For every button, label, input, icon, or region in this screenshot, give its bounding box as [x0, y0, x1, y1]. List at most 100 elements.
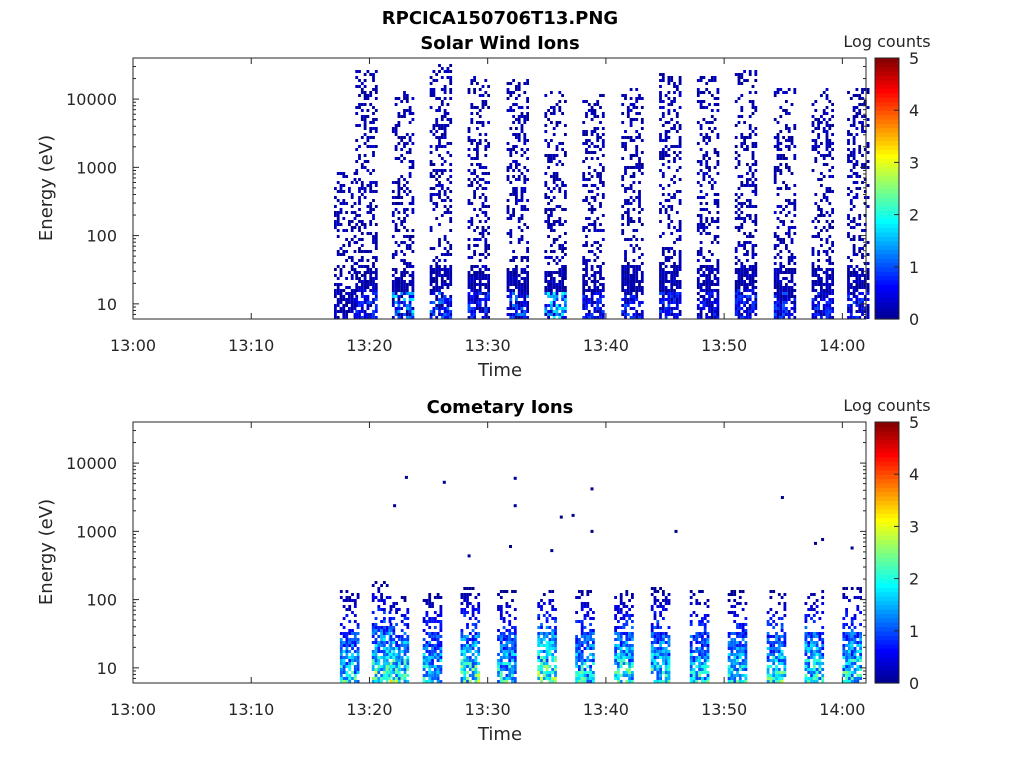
- spectrogram-cell: [512, 316, 515, 319]
- spectrogram-cell: [526, 304, 529, 307]
- spectrogram-cell: [708, 223, 711, 226]
- spectrogram-cell: [369, 94, 373, 97]
- spectrogram-cell: [593, 184, 597, 187]
- spectrogram-cell: [626, 220, 630, 223]
- spectrogram-cell: [558, 235, 562, 238]
- spectrogram-cell: [369, 304, 373, 307]
- spectrogram-cell: [372, 289, 375, 292]
- spectrogram-cell: [526, 280, 529, 283]
- spectrogram-cell: [520, 259, 524, 262]
- spectrogram-cell: [526, 241, 529, 244]
- spectrogram-cell: [590, 295, 594, 298]
- spectrogram-cell: [561, 283, 564, 286]
- spectrogram-cell: [435, 304, 439, 307]
- spectrogram-cell: [661, 175, 665, 178]
- spectrogram-cell: [397, 665, 401, 668]
- spectrogram-cell: [773, 235, 777, 238]
- spectrogram-cell: [555, 175, 559, 178]
- spectrogram-cell: [673, 298, 676, 301]
- spectrogram-cell: [555, 121, 559, 124]
- spectrogram-cell: [435, 145, 439, 148]
- spectrogram-cell: [621, 94, 625, 97]
- spectrogram-cell: [397, 310, 401, 313]
- spectrogram-cell: [661, 154, 665, 157]
- spectrogram-cell: [748, 268, 752, 271]
- spectrogram-cell: [523, 280, 527, 283]
- spectrogram-cell: [400, 295, 404, 298]
- spectrogram-cell: [397, 653, 401, 656]
- spectrogram-cell: [360, 295, 364, 298]
- spectrogram-cell: [374, 298, 378, 301]
- spectrogram-cell: [754, 205, 758, 208]
- spectrogram-cell: [353, 316, 357, 319]
- spectrogram-cell: [473, 76, 476, 79]
- spectrogram-cell: [374, 662, 378, 665]
- spectrogram-cell: [345, 316, 348, 319]
- spectrogram-cell: [411, 280, 415, 283]
- spectrogram-cell: [580, 644, 584, 647]
- spectrogram-cell: [523, 82, 527, 85]
- spectrogram-cell: [737, 73, 741, 76]
- spectrogram-cell: [737, 259, 741, 262]
- spectrogram-cell: [737, 187, 741, 190]
- spectrogram-cell: [737, 289, 741, 292]
- spectrogram-cell: [558, 160, 562, 163]
- spectrogram-cell: [587, 208, 591, 211]
- spectrogram-cell: [380, 626, 383, 629]
- spectrogram-cell: [400, 187, 404, 190]
- spectrogram-cell: [435, 265, 439, 268]
- spectrogram-cell: [582, 286, 586, 289]
- spectrogram-cell: [513, 653, 517, 656]
- spectrogram-cell: [449, 247, 453, 250]
- spectrogram-cell: [849, 265, 853, 268]
- spectrogram-cell: [661, 250, 665, 253]
- spectrogram-cell: [473, 316, 476, 319]
- spectrogram-cell: [468, 656, 472, 659]
- spectrogram-cell: [550, 154, 553, 157]
- spectrogram-cell: [408, 244, 412, 247]
- spectrogram-cell: [342, 304, 346, 307]
- spectrogram-cell: [561, 94, 564, 97]
- spectrogram-cell: [383, 608, 386, 611]
- spectrogram-cell: [356, 656, 360, 659]
- spectrogram-cell: [405, 262, 409, 265]
- spectrogram-cell: [787, 145, 791, 148]
- spectrogram-cell: [443, 91, 447, 94]
- spectrogram-cell: [449, 220, 453, 223]
- spectrogram-cell: [785, 244, 788, 247]
- spectrogram-cell: [339, 671, 343, 674]
- spectrogram-cell: [471, 614, 475, 617]
- spectrogram-cell: [397, 97, 401, 100]
- spectrogram-cell: [403, 259, 406, 262]
- spectrogram-cell: [740, 307, 744, 310]
- spectrogram-cell: [473, 169, 476, 172]
- spectrogram-cell: [443, 280, 447, 283]
- spectrogram-cell: [463, 671, 467, 674]
- spectrogram-cell: [696, 142, 700, 145]
- spectrogram-cell: [734, 286, 738, 289]
- spectrogram-cell: [638, 313, 641, 316]
- spectrogram-cell: [467, 148, 471, 151]
- spectrogram-cell: [355, 139, 359, 142]
- spectrogram-cell: [400, 620, 404, 623]
- spectrogram-cell: [537, 671, 541, 674]
- spectrogram-cell: [667, 301, 671, 304]
- spectrogram-cell: [710, 187, 714, 190]
- spectrogram-cell: [446, 70, 450, 73]
- spectrogram-cell: [389, 671, 393, 674]
- spectrogram-cell: [436, 614, 440, 617]
- spectrogram-cell: [670, 274, 674, 277]
- colorbar-segment: [875, 171, 899, 177]
- spectrogram-cell: [544, 256, 548, 259]
- spectrogram-cell: [849, 154, 853, 157]
- spectrogram-cell: [395, 671, 398, 674]
- spectrogram-cell: [831, 115, 834, 118]
- spectrogram-cell: [499, 641, 503, 644]
- spectrogram-cell: [356, 671, 360, 674]
- spectrogram-cell: [372, 292, 375, 295]
- spectrogram-cell: [473, 229, 476, 232]
- spectrogram-cell: [811, 313, 815, 316]
- spectrogram-cell: [561, 208, 564, 211]
- spectrogram-cell: [635, 229, 639, 232]
- spectrogram-cell: [708, 292, 711, 295]
